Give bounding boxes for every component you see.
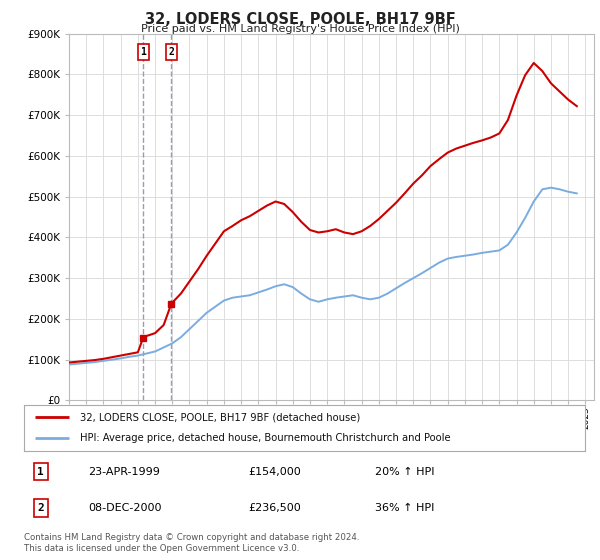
Text: HPI: Average price, detached house, Bournemouth Christchurch and Poole: HPI: Average price, detached house, Bour… xyxy=(80,433,451,444)
Text: Price paid vs. HM Land Registry's House Price Index (HPI): Price paid vs. HM Land Registry's House … xyxy=(140,24,460,34)
Text: 36% ↑ HPI: 36% ↑ HPI xyxy=(374,503,434,513)
Text: 32, LODERS CLOSE, POOLE, BH17 9BF: 32, LODERS CLOSE, POOLE, BH17 9BF xyxy=(145,12,455,27)
Text: 1: 1 xyxy=(37,466,44,477)
Text: 2: 2 xyxy=(169,47,174,57)
Text: 08-DEC-2000: 08-DEC-2000 xyxy=(89,503,162,513)
Text: £236,500: £236,500 xyxy=(248,503,301,513)
Text: 20% ↑ HPI: 20% ↑ HPI xyxy=(374,466,434,477)
Text: 23-APR-1999: 23-APR-1999 xyxy=(89,466,160,477)
Text: 32, LODERS CLOSE, POOLE, BH17 9BF (detached house): 32, LODERS CLOSE, POOLE, BH17 9BF (detac… xyxy=(80,412,361,422)
Text: £154,000: £154,000 xyxy=(248,466,301,477)
Text: Contains HM Land Registry data © Crown copyright and database right 2024.
This d: Contains HM Land Registry data © Crown c… xyxy=(24,533,359,553)
Text: 2: 2 xyxy=(37,503,44,513)
Text: 1: 1 xyxy=(140,47,146,57)
